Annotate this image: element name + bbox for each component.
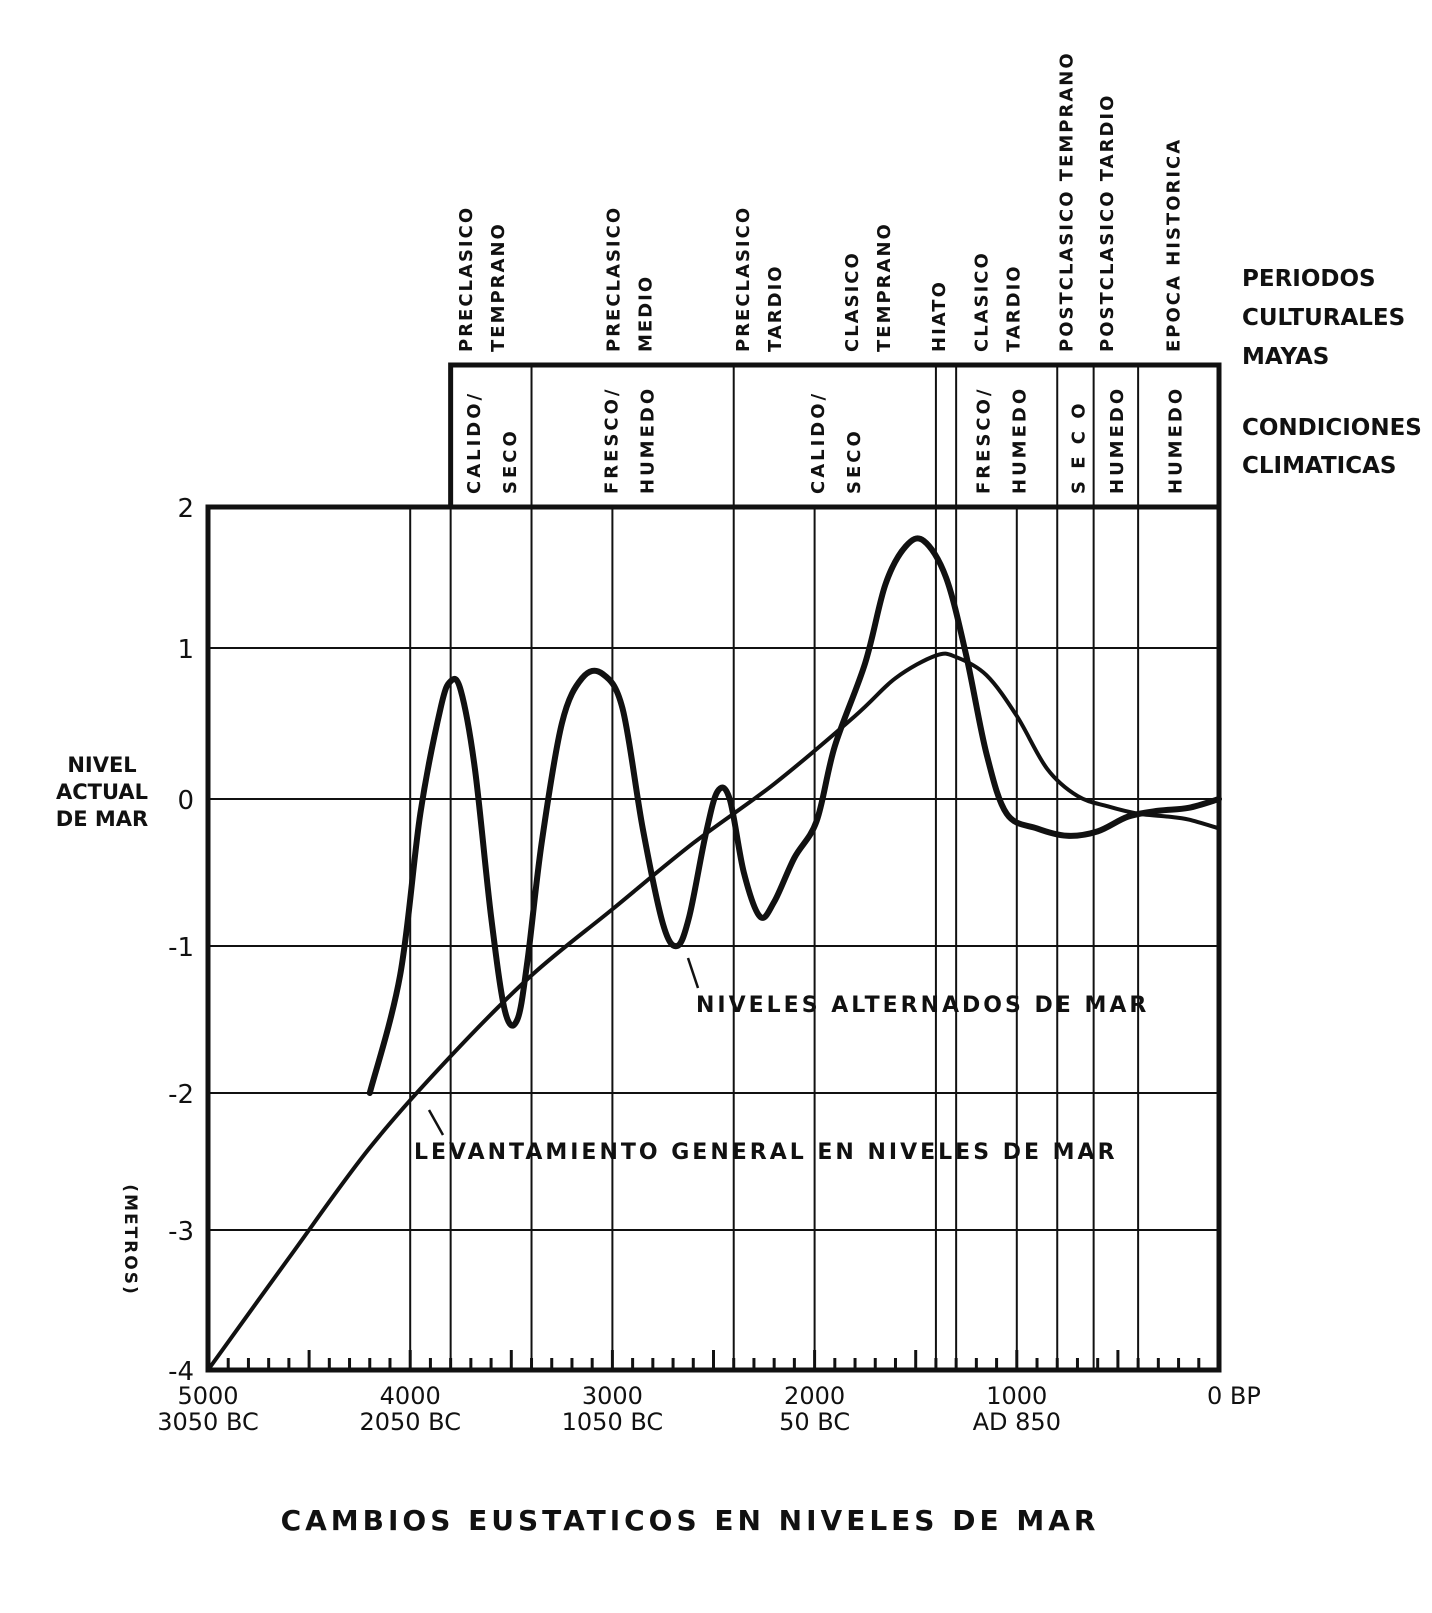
climate-condition-label: FRESCO/ xyxy=(602,386,623,494)
cultural-period-label: HIATO xyxy=(929,280,950,352)
x-tick-sublabel: 1050 BC xyxy=(562,1408,664,1436)
climate-condition-label: S E C O xyxy=(1068,400,1089,494)
x-tick-sublabel: 2050 BC xyxy=(359,1408,461,1436)
climate-header-1: CONDICIONES xyxy=(1242,415,1422,441)
x-tick-sublabel: 3050 BC xyxy=(157,1408,259,1436)
cultural-header-2: CULTURALES xyxy=(1242,305,1405,331)
period-header: PRECLASICO TEMPRANO PRECLASICO MEDIO PRECLAS… xyxy=(208,51,1222,510)
cultural-period-label: POSTCLASICO TEMPRANO xyxy=(1056,51,1077,352)
y-unit-label: (METROS) xyxy=(120,1184,140,1295)
climate-condition-label: HUMEDO xyxy=(638,386,659,494)
cultural-period-label: EPOCA HISTORICA xyxy=(1163,138,1184,352)
cultural-header-3: MAYAS xyxy=(1242,344,1329,370)
cultural-period-label: TARDIO xyxy=(765,264,786,352)
x-tick-label: 4000 xyxy=(380,1382,441,1410)
climate-condition-label: HUMEDO xyxy=(1010,386,1031,494)
cultural-period-label: PRECLASICO xyxy=(456,206,477,352)
cultural-period-label: PRECLASICO xyxy=(733,206,754,352)
header-box xyxy=(208,362,1222,510)
cultural-period-label: TARDIO xyxy=(1004,264,1025,352)
cultural-period-label: POSTCLASICO TARDIO xyxy=(1097,94,1118,352)
ylabel-line-2: ACTUAL xyxy=(56,780,148,804)
plot-frame xyxy=(205,504,1222,1373)
x-tick-label: 3000 xyxy=(582,1382,643,1410)
x-tick-sublabel: 50 BC xyxy=(779,1408,850,1436)
chart-title: CAMBIOS EUSTATICOS EN NIVELES DE MAR xyxy=(281,1504,1100,1537)
climate-condition-label: HUMEDO xyxy=(1107,386,1128,494)
y-tick-label: 0 xyxy=(177,786,194,816)
ylabel-line-1: NIVEL xyxy=(67,753,136,777)
cultural-period-label: MEDIO xyxy=(636,275,657,352)
y-tick-label: 1 xyxy=(177,635,194,665)
ylabel-line-3: DE MAR xyxy=(56,807,148,831)
series-label-levantamiento: LEVANTAMIENTO GENERAL EN NIVELES DE MAR xyxy=(414,1140,1118,1165)
series-label-alternados: NIVELES ALTERNADOS DE MAR xyxy=(696,993,1149,1018)
climate-condition-label: SECO xyxy=(500,428,521,494)
cultural-period-label: CLASICO xyxy=(972,251,993,352)
leader-line-alternados xyxy=(686,957,700,989)
cultural-period-label: TEMPRANO xyxy=(874,222,895,352)
climate-header-2: CLIMATICAS xyxy=(1242,453,1397,479)
x-tick-sublabel: AD 850 xyxy=(973,1408,1061,1436)
x-tick-label: 2000 xyxy=(784,1382,845,1410)
x-tick-label: 5000 xyxy=(177,1382,238,1410)
y-tick-label: 2 xyxy=(177,494,194,524)
y-tick-label: -3 xyxy=(168,1217,194,1247)
x-tick-label: 1000 xyxy=(986,1382,1047,1410)
series-line-alternados xyxy=(366,535,1222,1096)
climate-condition-label: FRESCO/ xyxy=(974,386,995,494)
climate-condition-label: HUMEDO xyxy=(1166,386,1187,494)
cultural-period-label: TEMPRANO xyxy=(488,222,509,352)
x-tick-label: 0 BP xyxy=(1207,1382,1261,1410)
y-tick-label: -1 xyxy=(168,933,194,963)
series-line-levantamiento xyxy=(206,651,1221,1372)
climate-condition-label: CALIDO/ xyxy=(808,391,829,494)
y-tick-label: -2 xyxy=(168,1080,194,1110)
climate-condition-label: SECO xyxy=(844,428,865,494)
leader-line-levantamiento xyxy=(427,1109,445,1136)
grid xyxy=(208,365,1219,1370)
cultural-period-label: CLASICO xyxy=(842,251,863,352)
y-tick-label: -4 xyxy=(168,1357,194,1387)
series xyxy=(206,535,1222,1372)
climate-condition-label: CALIDO/ xyxy=(464,391,485,494)
cultural-period-label: PRECLASICO xyxy=(604,206,625,352)
cultural-header-1: PERIODOS xyxy=(1242,266,1376,292)
